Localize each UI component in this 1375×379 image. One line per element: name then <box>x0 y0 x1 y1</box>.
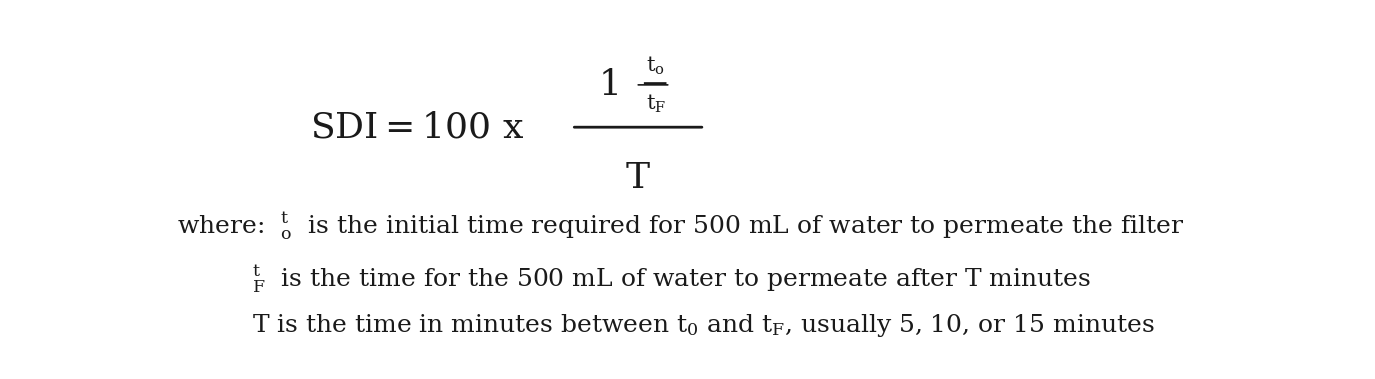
Text: $\mathregular{^{t}_{F}}$  is the time for the 500 mL of water to permeate after : $\mathregular{^{t}_{F}}$ is the time for… <box>252 263 1090 295</box>
Text: T is the time in minutes between $\mathregular{t_0}$ and $\mathregular{t_F}$, us: T is the time in minutes between $\mathr… <box>252 312 1155 339</box>
Text: where:  $\mathregular{^{t}_{o}}$  is the initial time required for 500 mL of wat: where: $\mathregular{^{t}_{o}}$ is the i… <box>177 211 1185 242</box>
Text: $\mathregular{t_o}$: $\mathregular{t_o}$ <box>646 55 664 77</box>
Text: $\mathregular{T}$: $\mathregular{T}$ <box>626 161 650 195</box>
Text: $\mathregular{SDI = 100\ x}$: $\mathregular{SDI = 100\ x}$ <box>311 110 525 144</box>
Text: $\mathregular{t_F}$: $\mathregular{t_F}$ <box>646 93 666 115</box>
Text: $\mathregular{1\ -}$: $\mathregular{1\ -}$ <box>598 68 668 102</box>
